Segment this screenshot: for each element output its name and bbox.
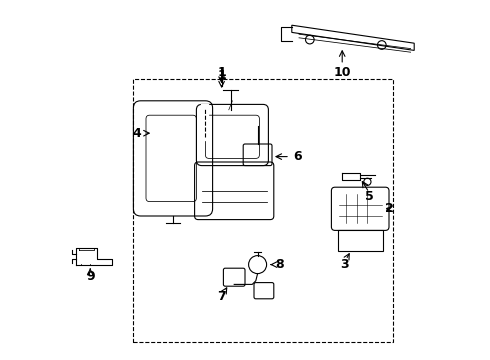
Text: 6: 6 (293, 150, 301, 163)
Bar (133, 79, 392, 342)
Text: 2: 2 (385, 202, 393, 215)
Text: 7: 7 (217, 291, 226, 303)
Text: 4: 4 (133, 127, 142, 140)
Text: 1: 1 (217, 69, 226, 82)
Text: 3: 3 (340, 258, 348, 271)
Text: 9: 9 (86, 270, 95, 283)
Text: 5: 5 (365, 190, 373, 203)
Text: 8: 8 (275, 258, 284, 271)
Text: 1: 1 (217, 66, 226, 78)
Text: 10: 10 (334, 66, 351, 78)
